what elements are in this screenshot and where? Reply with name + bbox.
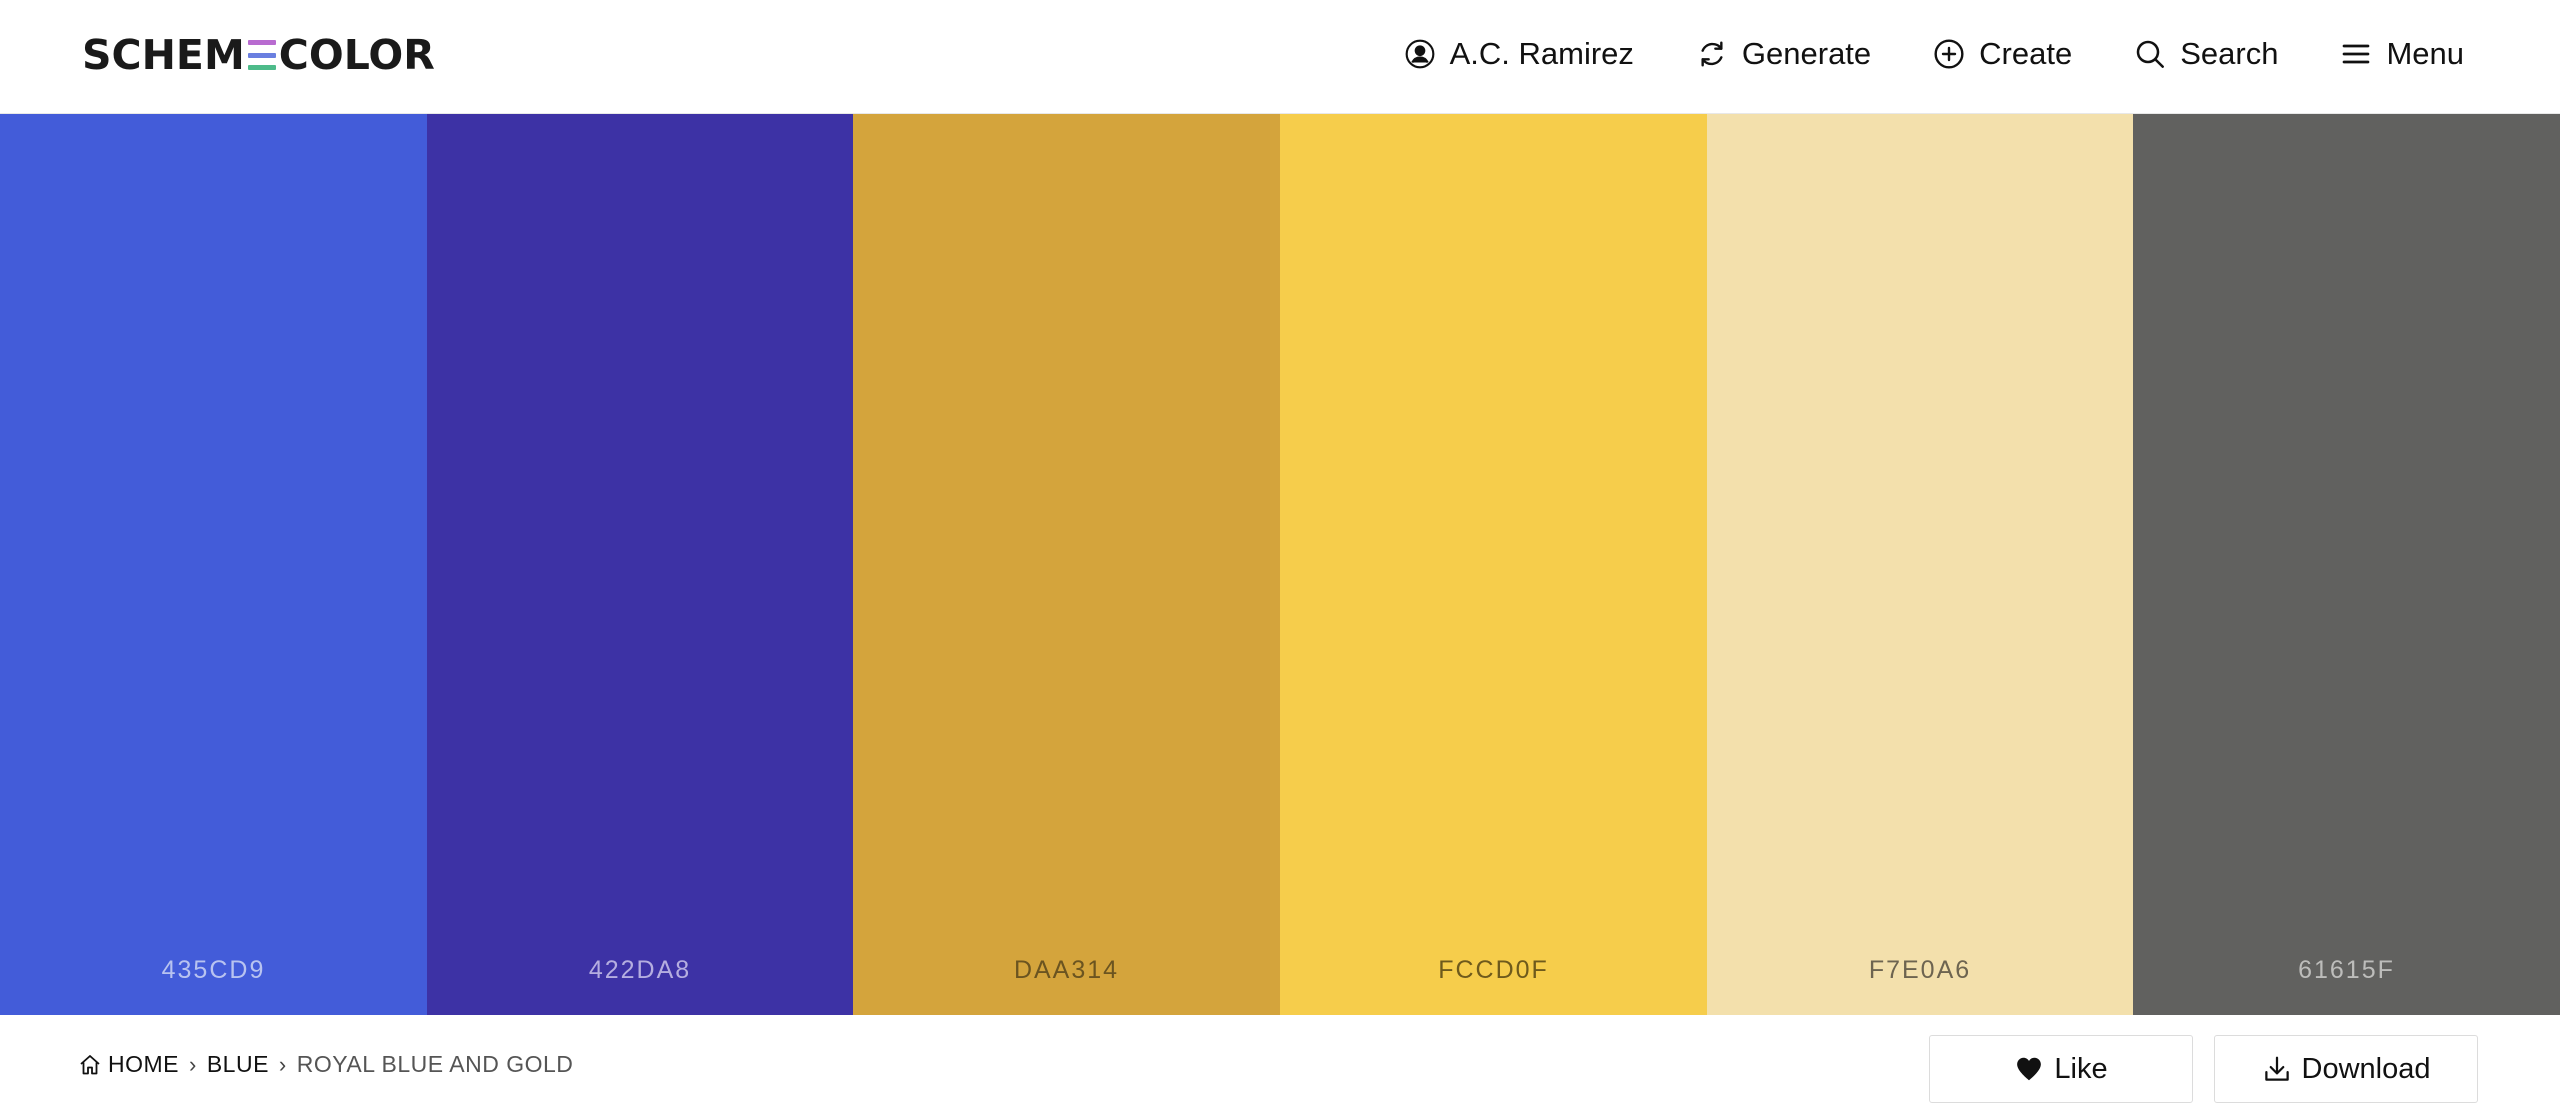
nav-generate[interactable]: Generate [1696, 36, 1871, 72]
refresh-icon [1701, 41, 1723, 67]
palette-footer-bar: HOME › BLUE › ROYAL BLUE AND GOLD Like D… [0, 1015, 2560, 1116]
search-icon [2136, 40, 2165, 68]
download-button[interactable]: Download [2214, 1035, 2478, 1103]
breadcrumb: HOME › BLUE › ROYAL BLUE AND GOLD [78, 1051, 573, 1078]
color-swatch[interactable]: 435CD9 [0, 114, 427, 1015]
nav-account[interactable]: A.C. Ramirez [1404, 36, 1634, 72]
hamburger-icon [2343, 44, 2370, 64]
site-header: SCHEM COLOR A.C. Ramirez Generate [0, 0, 2560, 114]
color-swatch[interactable]: DAA314 [853, 114, 1280, 1015]
nav-account-label: A.C. Ramirez [1449, 36, 1634, 71]
breadcrumb-separator: › [189, 1051, 197, 1077]
swatch-hex-code[interactable]: DAA314 [1013, 956, 1120, 984]
nav-menu[interactable]: Menu [2340, 36, 2464, 72]
swatch-hex-code[interactable]: 435CD9 [161, 956, 266, 984]
breadcrumb-category[interactable]: BLUE [206, 1051, 269, 1077]
nav-generate-label: Generate [1741, 36, 1872, 71]
user-circle-icon [1405, 39, 1434, 69]
logo-mark-bar [247, 40, 276, 45]
heart-icon [2017, 1057, 2042, 1081]
color-swatch[interactable]: FCCD0F [1280, 114, 1707, 1015]
swatch-hex-code[interactable]: 61615F [2298, 956, 2395, 984]
color-palette: 435CD9 422DA8 DAA314 FCCD0F F7E0A6 61615… [0, 114, 2560, 1015]
nav-create-label: Create [1979, 36, 2073, 71]
nav-menu-label: Menu [2386, 36, 2464, 71]
home-icon [80, 1054, 100, 1074]
logo-text-right: COLOR [278, 31, 435, 79]
main-nav: A.C. Ramirez Generate Create [1342, 0, 2464, 108]
breadcrumb-home[interactable]: HOME [108, 1051, 179, 1077]
logo-text-left: SCHEM [82, 31, 245, 79]
nav-create[interactable]: Create [1933, 36, 2072, 72]
color-swatch[interactable]: 422DA8 [427, 114, 853, 1015]
color-swatch[interactable]: 61615F [2133, 114, 2560, 1015]
nav-search[interactable]: Search [2134, 36, 2278, 72]
swatch-hex-code[interactable]: 422DA8 [588, 956, 692, 984]
swatch-hex-code[interactable]: FCCD0F [1438, 956, 1549, 984]
nav-search-label: Search [2180, 36, 2279, 71]
logo-mark-icon [247, 40, 276, 70]
breadcrumb-current: ROYAL BLUE AND GOLD [296, 1051, 574, 1077]
site-logo[interactable]: SCHEM COLOR [82, 30, 435, 80]
color-swatch[interactable]: F7E0A6 [1707, 114, 2133, 1015]
plus-circle-icon [1934, 39, 1964, 69]
logo-mark-bar [247, 52, 276, 58]
like-button-label: Like [2054, 1052, 2108, 1085]
like-button[interactable]: Like [1929, 1035, 2193, 1103]
logo-mark-bar [247, 65, 276, 70]
download-button-label: Download [2301, 1052, 2431, 1085]
download-icon [2264, 1056, 2289, 1081]
breadcrumb-separator: › [278, 1051, 287, 1077]
swatch-hex-code[interactable]: F7E0A6 [1868, 956, 1972, 984]
